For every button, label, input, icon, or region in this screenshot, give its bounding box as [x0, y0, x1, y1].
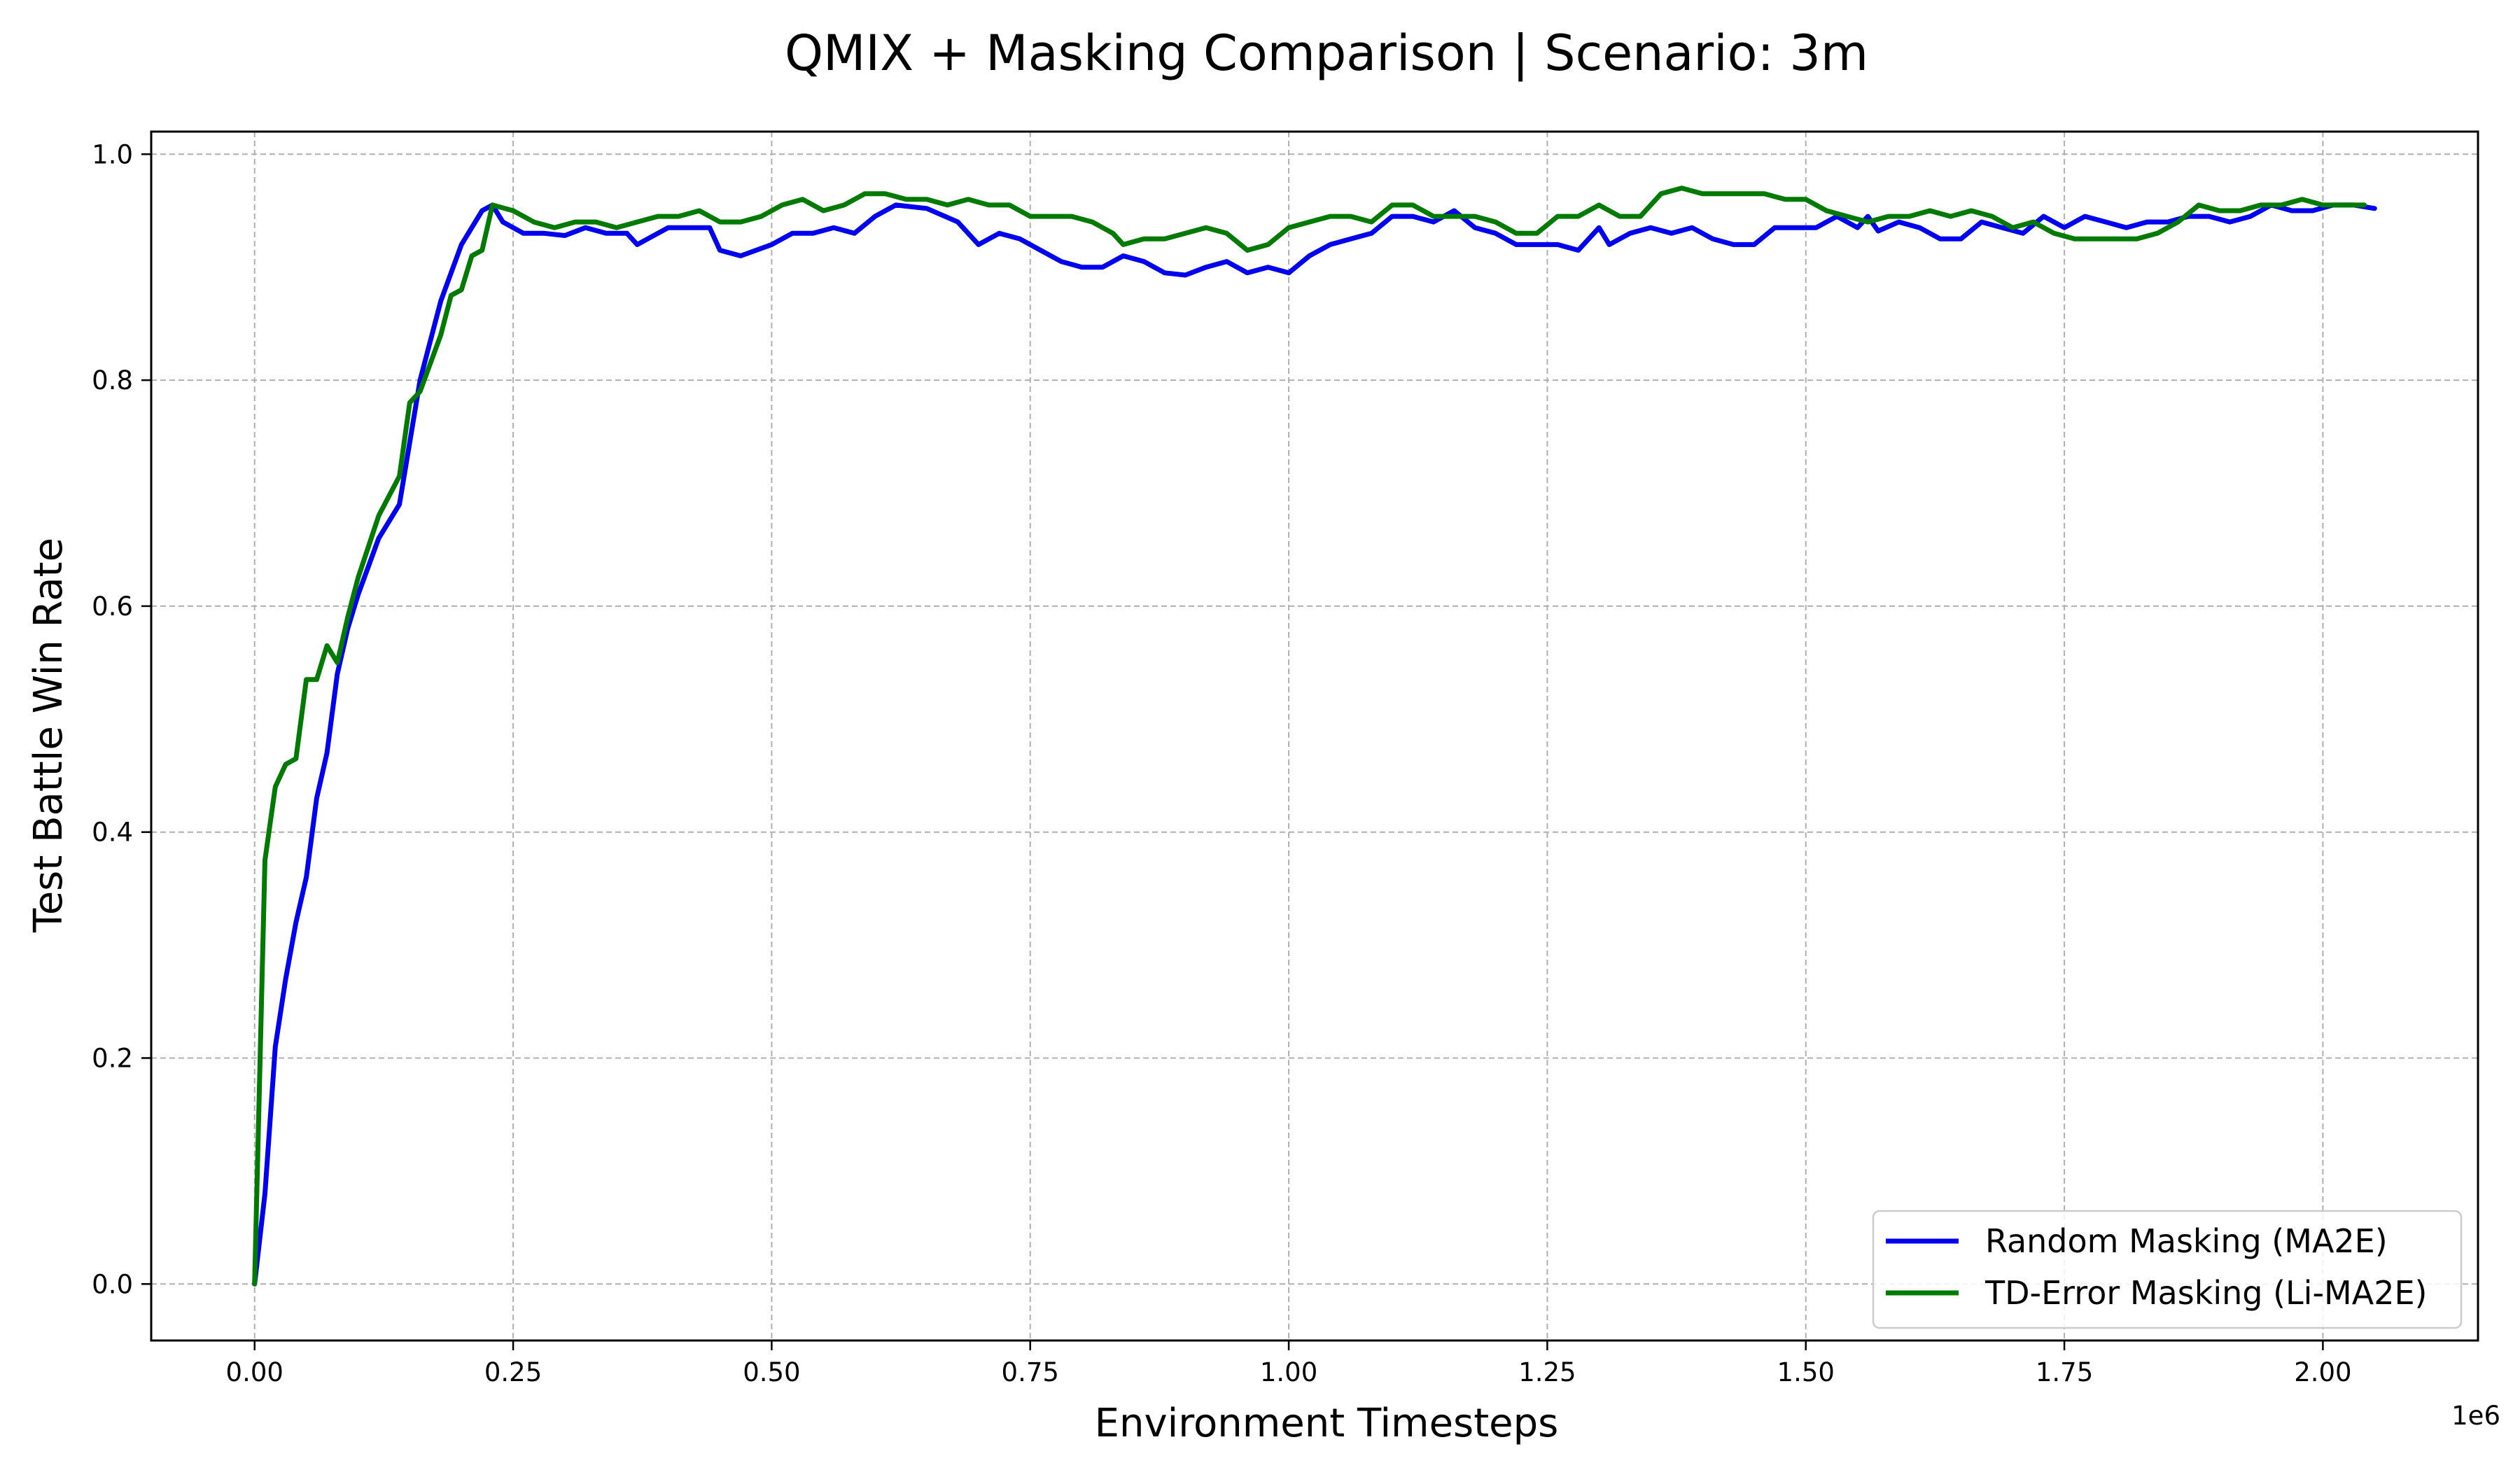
x-tick-label: 1.50: [1777, 1357, 1835, 1387]
series-lines: [252, 186, 2377, 1287]
plot-frame: [150, 130, 2479, 1342]
legend-label-td-error-masking: TD-Error Masking (Li-MA2E): [1984, 1274, 2428, 1312]
legend: Random Masking (MA2E) TD-Error Masking (…: [1872, 1210, 2463, 1329]
series-line-td-error-masking: [252, 186, 2367, 1287]
y-tick-label: 0.6: [92, 592, 133, 622]
series-line-random-masking: [252, 202, 2377, 1287]
chart-title: QMIX + Masking Comparison | Scenario: 3m: [785, 24, 1868, 82]
x-tick-label: 1.00: [1260, 1357, 1317, 1387]
grid-lines: [151, 132, 2478, 1340]
y-tick-label: 0.2: [92, 1043, 133, 1073]
x-axis-label: Environment Timesteps: [1095, 1401, 1559, 1446]
x-tick-label: 1.25: [1518, 1357, 1576, 1387]
x-tick-label: 0.50: [743, 1357, 800, 1387]
legend-label-random-masking: Random Masking (MA2E): [1985, 1222, 2388, 1260]
x-tick-label: 2.00: [2294, 1357, 2351, 1387]
axis-ticks: 0.00 0.25 0.50 0.75 1.00 1.25 1.50 1.75 2.00 0.0 0…: [92, 139, 2351, 1387]
x-tick-label: 1.75: [2036, 1357, 2093, 1387]
y-tick-label: 1.0: [92, 139, 133, 169]
x-tick-label: 0.00: [226, 1357, 284, 1387]
legend-box: [1872, 1210, 2463, 1329]
x-tick-label: 0.25: [484, 1357, 542, 1387]
y-tick-label: 0.8: [92, 365, 133, 396]
y-axis-label: Test Battle Win Rate: [26, 538, 71, 933]
x-tick-label: 0.75: [1002, 1357, 1059, 1387]
y-tick-label: 0.4: [92, 818, 133, 848]
x-axis-offset-label: 1e6: [2451, 1401, 2500, 1431]
y-tick-label: 0.0: [92, 1269, 133, 1299]
